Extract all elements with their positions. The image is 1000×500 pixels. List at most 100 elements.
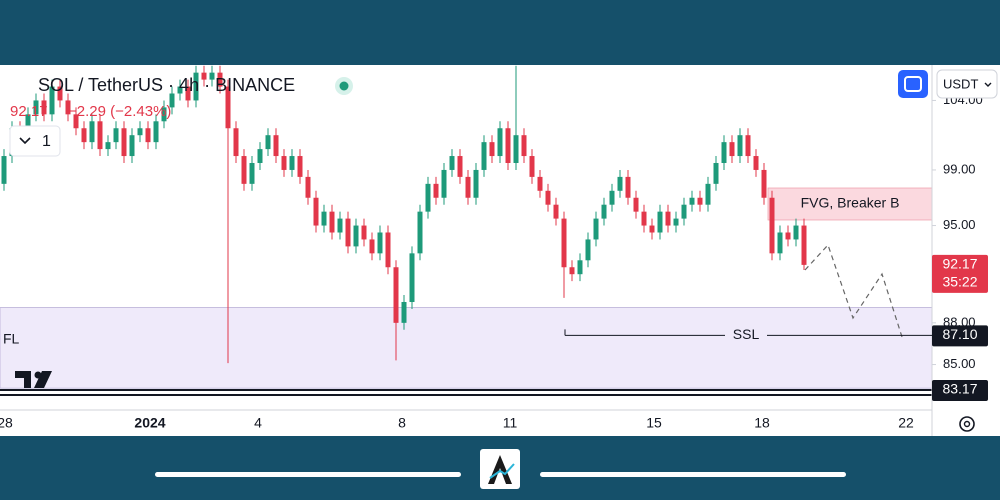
currency-label[interactable]: USDT (943, 76, 978, 91)
candle-body (577, 260, 583, 275)
candle-body (617, 176, 623, 191)
candle-body (457, 156, 463, 177)
candle-body (81, 128, 87, 143)
candle-body (225, 86, 231, 129)
x-tick-label: 4 (254, 415, 262, 431)
candle-body (281, 156, 287, 170)
candle-body (49, 86, 55, 115)
fl-zone (0, 307, 932, 389)
candle-body (417, 211, 423, 254)
candle-body (249, 162, 255, 184)
candle-body (57, 86, 63, 101)
candle-body (105, 142, 111, 150)
candle-body (313, 197, 319, 226)
fl-label: FL (3, 331, 20, 347)
candle-body (753, 156, 759, 170)
candle-body (761, 169, 767, 198)
candle-body (625, 176, 631, 198)
candle-body (545, 190, 551, 205)
candle-body (401, 301, 407, 323)
y-tick-label: 85.00 (943, 356, 976, 371)
candle-body (289, 156, 295, 170)
x-tick-label: 15 (646, 415, 662, 431)
fullscreen-button[interactable] (898, 70, 928, 98)
tv-logo-dot (34, 371, 42, 379)
candle-body (769, 197, 775, 254)
top-frame (0, 0, 1000, 65)
candle-body (593, 218, 599, 240)
candle-body (777, 232, 783, 254)
candle-body (393, 267, 399, 323)
candle-body (633, 197, 639, 212)
candle-body (121, 128, 127, 157)
candle-body (465, 176, 471, 198)
candle-body (721, 142, 727, 163)
x-tick-label: 2024 (134, 415, 165, 431)
candle-body (257, 149, 263, 163)
candle-body (65, 100, 71, 115)
candle-body (377, 232, 383, 254)
interval-value[interactable]: 1 (42, 133, 51, 150)
candle-body (449, 156, 455, 170)
candle-body (673, 218, 679, 226)
candle-body (321, 211, 327, 226)
price-axis: 104.0099.0095.0088.0085.0092.1735:2287.1… (932, 92, 988, 401)
candle-body (553, 204, 559, 219)
currency-button[interactable] (936, 69, 998, 99)
candle-body (521, 135, 527, 157)
price-tag-label: 83.17 (942, 381, 977, 397)
candle-body (473, 169, 479, 198)
candle-body (433, 183, 439, 198)
candle-body (657, 211, 663, 233)
interval-button[interactable] (9, 125, 61, 157)
candle-body (193, 72, 199, 101)
candle-body (649, 225, 655, 233)
divider-left (155, 472, 461, 477)
brand-logo-arrow (489, 463, 515, 479)
candle-body (273, 135, 279, 157)
candle-body (513, 135, 519, 163)
candle-body (345, 218, 351, 247)
candle-body (177, 86, 183, 94)
candle-body (97, 121, 103, 150)
candle-body (665, 211, 671, 226)
candle-body (745, 135, 751, 157)
divider-right (540, 472, 846, 477)
candle-body (785, 232, 791, 240)
candle-body (601, 204, 607, 219)
settings-button[interactable] (959, 416, 975, 432)
candle-body (729, 142, 735, 157)
candle-body (329, 211, 335, 233)
candle-body (337, 218, 343, 233)
candle-body (561, 218, 567, 268)
price-tag-countdown: 35:22 (942, 274, 977, 290)
plot-area (0, 65, 932, 396)
candle-body (153, 121, 159, 143)
settings-icon-center (963, 420, 971, 428)
candle-body (505, 128, 511, 163)
candle-body (41, 100, 47, 115)
x-tick-label: 18 (754, 415, 770, 431)
y-tick-label: 99.00 (943, 161, 976, 176)
candle-body (33, 100, 39, 115)
candle-body (801, 225, 807, 265)
fvg-label: FVG, Breaker B (801, 195, 900, 211)
candle-body (89, 121, 95, 143)
chevron-icon (19, 137, 31, 145)
candle-body (497, 128, 503, 157)
candle-body (569, 267, 575, 275)
candle-body (169, 93, 175, 108)
price-tag-label: 92.17 (942, 256, 977, 272)
brand-logo-box (480, 449, 520, 489)
header-price: 92.17 (10, 103, 48, 120)
fvg-zone (767, 187, 932, 221)
tv-logo (15, 371, 52, 388)
price-tag (932, 254, 988, 293)
candle-body (161, 107, 167, 122)
candle-body (737, 135, 743, 157)
candle-body (641, 211, 647, 226)
time-axis: 28 2024 4 8 11 15 18 22 (0, 415, 914, 431)
candle-body (441, 169, 447, 198)
